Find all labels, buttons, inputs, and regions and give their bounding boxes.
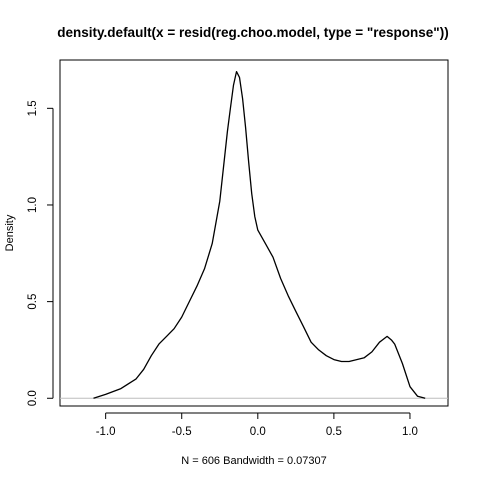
y-tick-label: 0.0 bbox=[27, 390, 39, 406]
x-tick-label: -0.5 bbox=[172, 426, 192, 438]
y-axis: 0.0 0.5 1.0 1.5 bbox=[27, 100, 54, 406]
x-axis-label: N = 606 Bandwidth = 0.07307 bbox=[181, 455, 327, 467]
x-tick-label: -1.0 bbox=[96, 426, 116, 438]
x-tick-label: 0.0 bbox=[250, 426, 266, 438]
chart-title: density.default(x = resid(reg.choo.model… bbox=[57, 25, 448, 40]
x-tick-label: 0.5 bbox=[326, 426, 342, 438]
x-tick-label: 1.0 bbox=[402, 426, 418, 438]
plot-frame bbox=[59, 59, 449, 407]
x-axis: -1.0 -0.5 0.0 0.5 1.0 bbox=[96, 412, 418, 438]
y-axis-label: Density bbox=[4, 214, 16, 251]
y-tick-label: 1.0 bbox=[27, 197, 39, 213]
y-tick-label: 0.5 bbox=[27, 294, 39, 310]
y-tick-label: 1.5 bbox=[27, 100, 39, 116]
density-curve bbox=[93, 70, 426, 399]
